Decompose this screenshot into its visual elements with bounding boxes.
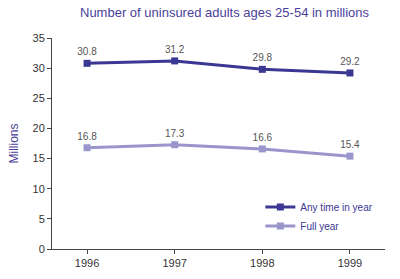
svg-text:1997: 1997: [162, 257, 186, 269]
svg-text:Full year: Full year: [300, 221, 339, 232]
svg-text:15.4: 15.4: [340, 139, 360, 150]
svg-text:29.2: 29.2: [340, 56, 360, 67]
svg-text:20: 20: [33, 122, 45, 134]
svg-text:16.6: 16.6: [253, 132, 273, 143]
svg-text:10: 10: [33, 183, 45, 195]
svg-text:16.8: 16.8: [77, 131, 97, 142]
svg-text:1999: 1999: [338, 257, 362, 269]
svg-text:Any time in year: Any time in year: [300, 202, 372, 213]
svg-text:15: 15: [33, 152, 45, 164]
svg-text:1998: 1998: [250, 257, 274, 269]
svg-text:30.8: 30.8: [77, 46, 97, 57]
svg-text:31.2: 31.2: [165, 44, 185, 55]
svg-text:17.3: 17.3: [165, 128, 185, 139]
svg-text:Number of uninsured adults age: Number of uninsured adults ages 25-54 in…: [80, 5, 370, 20]
svg-text:35: 35: [33, 32, 45, 44]
svg-text:1996: 1996: [75, 257, 99, 269]
svg-text:0: 0: [39, 243, 45, 255]
svg-text:30: 30: [33, 62, 45, 74]
svg-text:Millions: Millions: [7, 123, 21, 163]
svg-text:25: 25: [33, 92, 45, 104]
svg-text:5: 5: [39, 213, 45, 225]
svg-text:29.8: 29.8: [253, 52, 273, 63]
